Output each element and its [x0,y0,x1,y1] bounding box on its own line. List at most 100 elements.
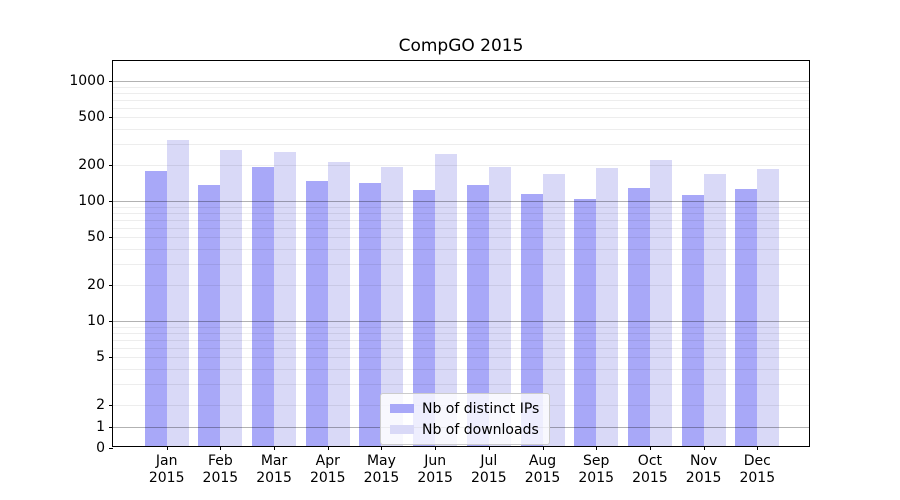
x-tick-label-jan: Jan 2015 [149,453,185,487]
x-tick-year: 2015 [417,470,453,486]
gridline-minor [113,165,809,166]
bar-nb-of-downloads-mar [274,152,297,446]
x-tick-month: Nov [689,453,718,469]
x-tick-year: 2015 [739,470,776,486]
bar-nb-of-downloads-sep [596,168,619,446]
y-tick-label: 500 [78,109,105,126]
y-tick-mark [109,81,113,83]
x-tick-year: 2015 [471,470,507,486]
y-tick-mark [109,285,113,286]
y-tick-mark [109,117,113,119]
x-tick-year: 2015 [309,470,346,486]
x-tick-year: 2015 [524,470,561,486]
gridline-major [113,81,809,83]
bar-nb-of-distinct-ips-jul [466,185,489,446]
bar-nb-of-downloads-dec [757,168,780,446]
x-tick-mark [166,446,168,450]
x-tick-mark [542,446,544,450]
bar-nb-of-downloads-aug [542,173,565,446]
x-tick-mark [274,446,276,450]
y-tick-mark [109,426,113,428]
x-tick-mark [381,446,383,450]
x-tick-label-jun: Jun 2015 [417,453,453,487]
y-tick-label: 5 [96,349,105,366]
x-tick-label-dec: Dec 2015 [739,453,775,487]
bar-nb-of-distinct-ips-may [359,183,382,446]
legend: Nb of distinct IPs Nb of downloads [380,393,551,445]
x-tick-mark [649,446,651,450]
x-tick-year: 2015 [632,470,668,486]
bar-nb-of-downloads-apr [327,162,350,446]
x-tick-year: 2015 [685,470,722,486]
x-tick-year: 2015 [578,470,615,486]
x-tick-label-nov: Nov 2015 [686,453,722,487]
y-tick-mark [109,165,113,166]
x-tick-mark [435,446,437,450]
y-tick-mark [109,201,113,203]
bar-nb-of-distinct-ips-jun [413,189,436,446]
bar-nb-of-downloads-may [381,167,404,446]
gridline-minor [113,143,809,145]
chart-title: CompGO 2015 [398,36,524,56]
bar-nb-of-downloads-jul [488,167,511,446]
x-tick-label-aug: Aug 2015 [525,453,561,487]
x-tick-month: Dec [743,453,771,469]
legend-label-downloads: Nb of downloads [422,421,539,438]
x-tick-mark [596,446,598,450]
x-tick-month: Jul [480,453,498,469]
bar-nb-of-downloads-feb [220,150,243,446]
y-tick-mark [109,448,113,449]
y-tick-mark [109,321,113,323]
gridline-minor [113,117,809,119]
bar-nb-of-downloads-oct [649,160,672,446]
gridline-minor [113,99,809,101]
legend-label-distinct-ips: Nb of distinct IPs [422,400,540,417]
gridline-minor [113,107,809,109]
x-tick-month: Mar [260,453,288,469]
y-tick-label: 2 [96,397,105,413]
y-tick-label: 50 [87,229,105,246]
bar-nb-of-distinct-ips-oct [627,187,650,446]
legend-item-downloads: Nb of downloads [390,420,539,439]
x-tick-month: Sep [583,453,610,469]
y-tick-label: 10 [87,313,105,330]
bar-nb-of-distinct-ips-aug [520,194,543,446]
x-tick-label-apr: Apr 2015 [310,453,346,487]
x-tick-month: Jun [424,453,447,469]
x-tick-label-jul: Jul 2015 [471,453,507,487]
bar-nb-of-distinct-ips-mar [252,167,275,446]
x-tick-year: 2015 [148,470,185,486]
bar-nb-of-distinct-ips-apr [305,180,328,446]
x-tick-label-sep: Sep 2015 [578,453,614,487]
x-tick-year: 2015 [202,470,239,486]
x-tick-label-may: May 2015 [364,453,400,487]
legend-item-distinct-ips: Nb of distinct IPs [390,399,539,418]
bar-nb-of-distinct-ips-feb [198,185,221,446]
x-tick-mark [220,446,222,450]
x-tick-month: Aug [528,453,557,469]
x-tick-mark [327,446,329,450]
y-tick-label: 1 [96,418,105,435]
y-tick-mark [109,405,113,406]
gridline-minor [113,128,809,130]
x-tick-mark [757,446,759,450]
bar-nb-of-downloads-nov [703,173,726,446]
x-tick-month: Jan [155,453,178,469]
x-tick-month: Apr [315,453,340,469]
bar-nb-of-downloads-jan [166,140,189,446]
x-tick-mark [703,446,705,450]
gridline-minor [113,92,809,94]
y-tick-label: 100 [78,193,105,210]
x-tick-mark [488,446,490,450]
bar-nb-of-distinct-ips-dec [735,188,758,446]
y-tick-label: 0 [96,440,105,456]
x-tick-label-feb: Feb 2015 [203,453,239,487]
y-tick-mark [109,237,113,239]
x-tick-month: Feb [207,453,233,469]
bar-nb-of-downloads-jun [435,154,458,446]
y-tick-label: 20 [87,277,105,293]
bar-nb-of-distinct-ips-jan [144,170,167,446]
x-tick-label-mar: Mar 2015 [256,453,292,487]
x-tick-label-oct: Oct 2015 [632,453,668,487]
